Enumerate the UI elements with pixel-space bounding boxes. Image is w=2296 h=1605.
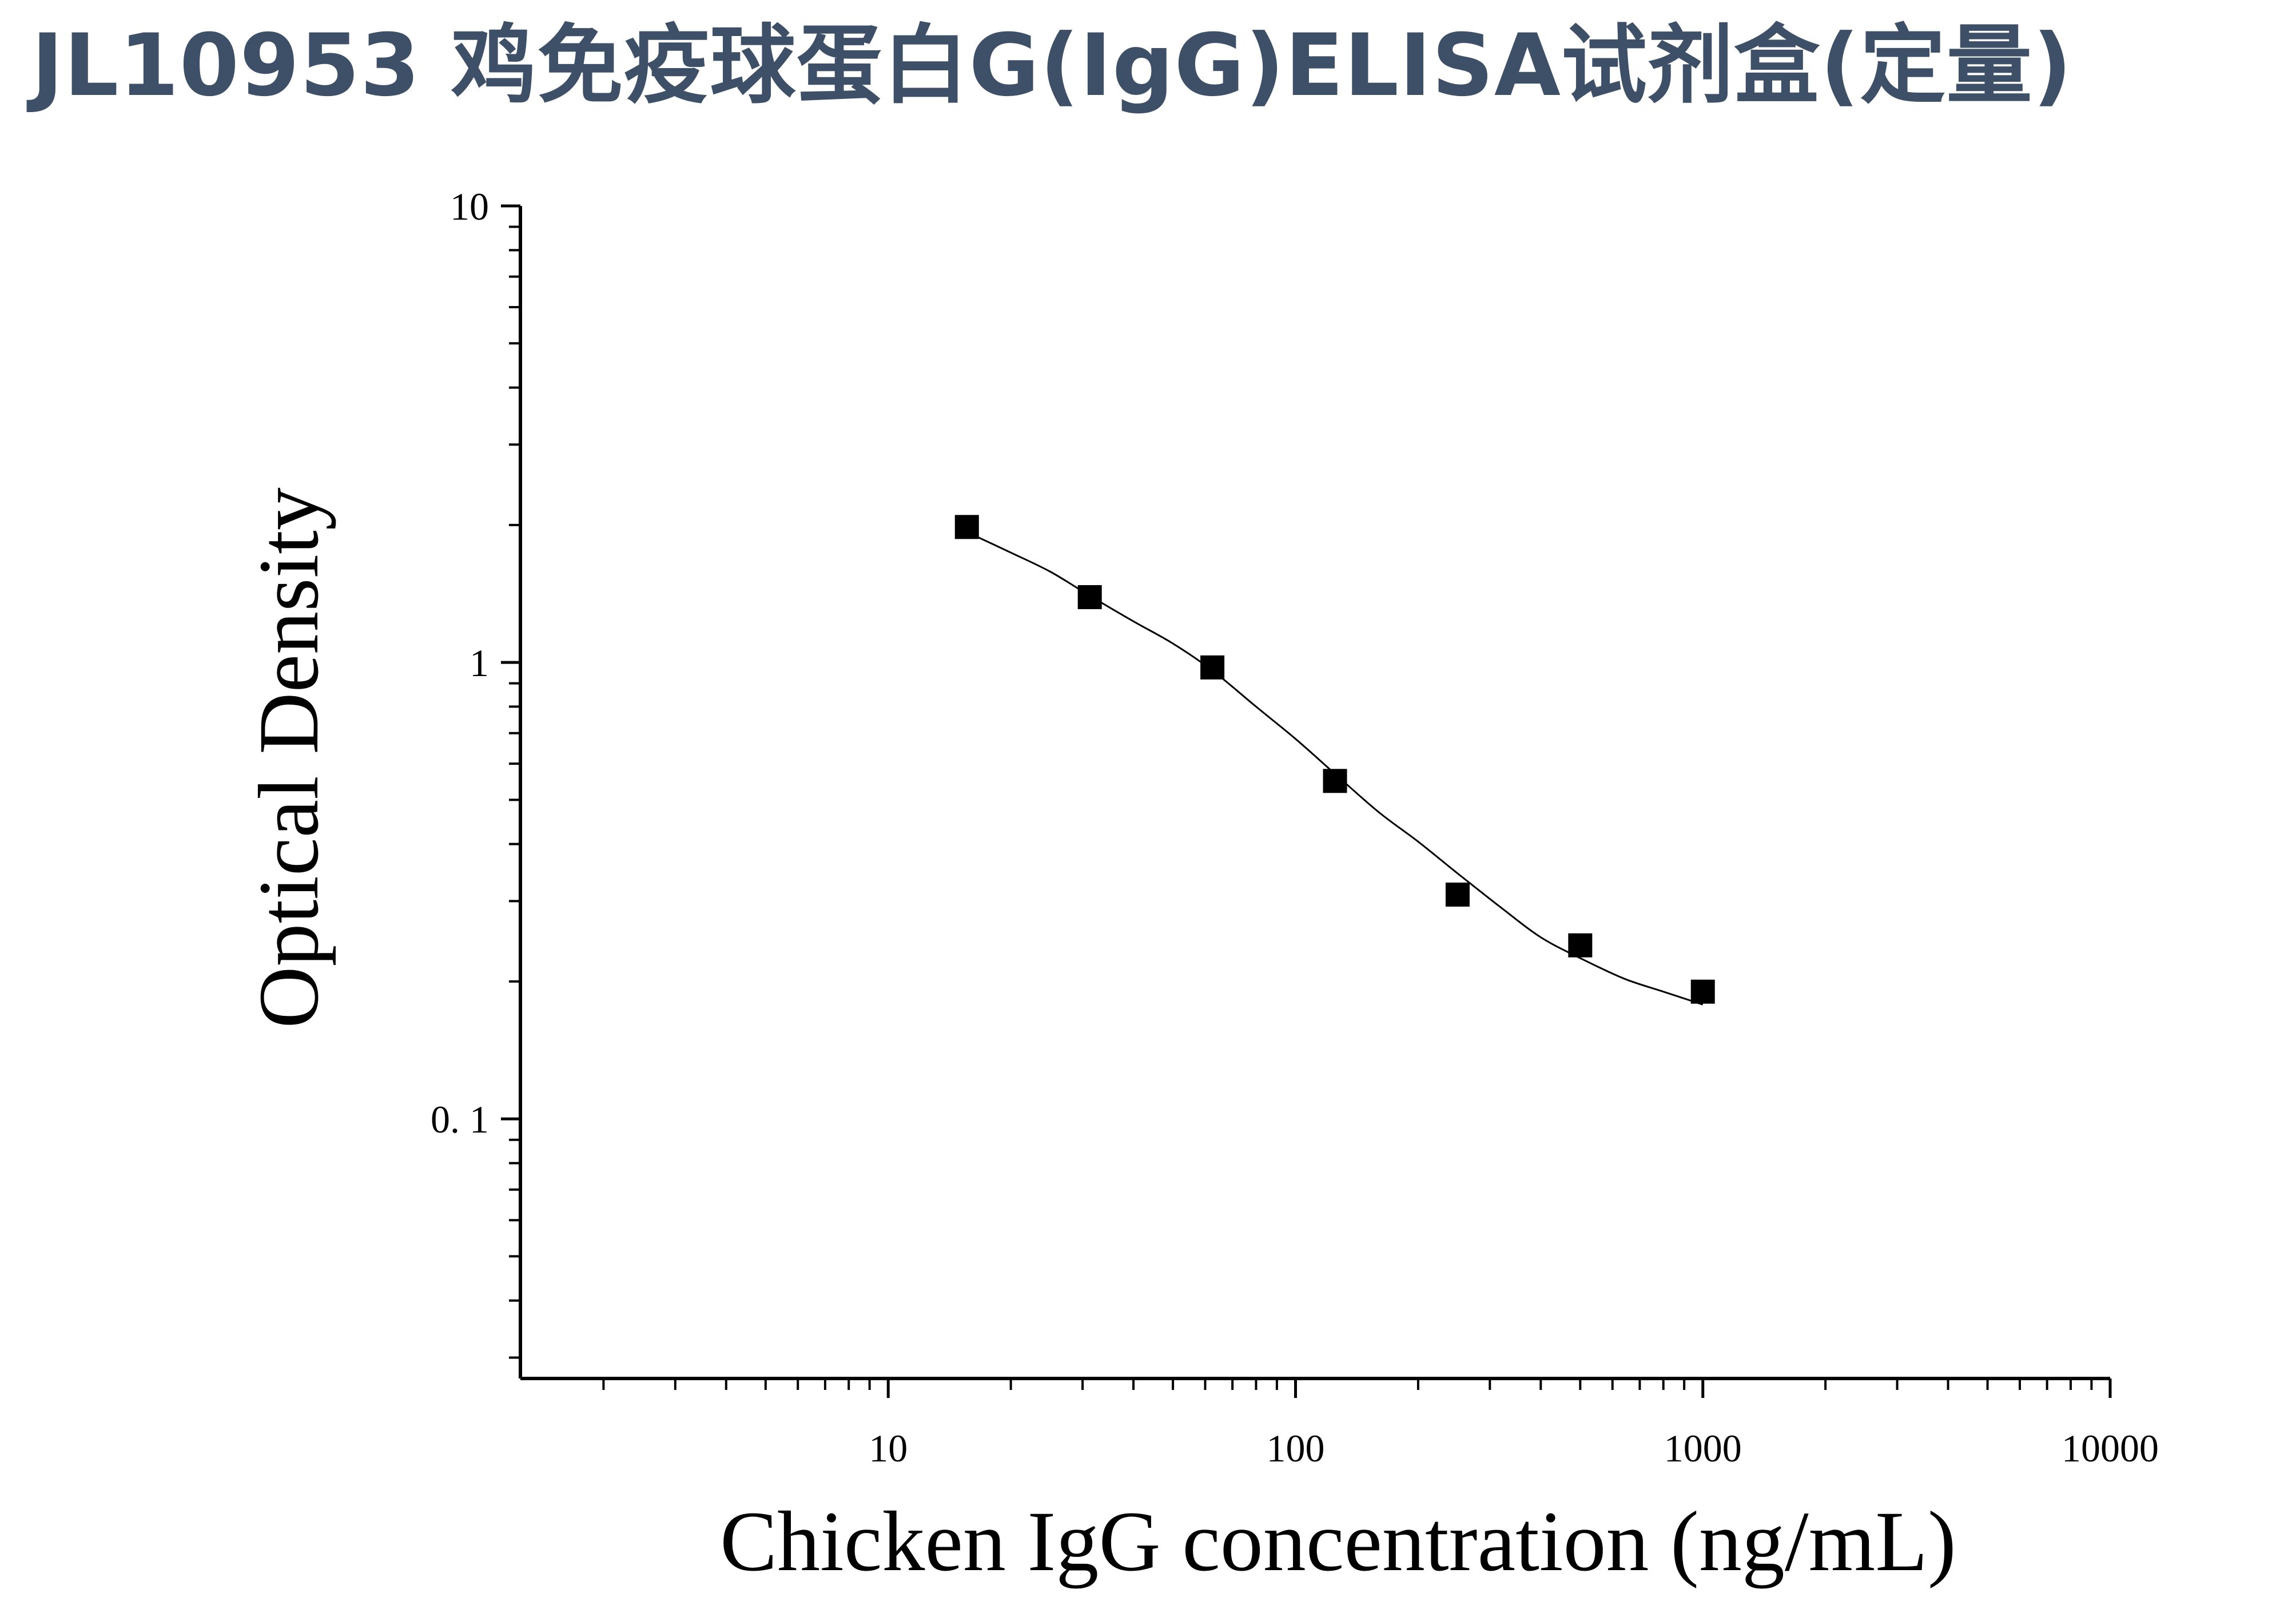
y-tick-label: 0. 1: [431, 1098, 489, 1141]
data-points-layer: [954, 515, 1715, 1004]
fit-curve-layer: [966, 531, 1704, 1006]
data-point: [1077, 585, 1102, 609]
y-tick-label: 1: [469, 641, 489, 685]
fit-curve: [966, 531, 1704, 1006]
x-tick-label: 100: [1266, 1427, 1324, 1470]
y-axis-label: Optical Density: [241, 487, 336, 1028]
data-point: [1323, 769, 1347, 793]
x-tick-label: 1000: [1664, 1427, 1742, 1470]
x-axis-label: Chicken IgG concentration (ng/mL): [720, 1494, 1956, 1589]
data-point: [1200, 655, 1225, 680]
data-point: [1445, 883, 1470, 907]
page-title: JL10953 鸡免疫球蛋白G(IgG)ELISA试剂盒(定量): [31, 16, 2073, 116]
data-point: [954, 515, 979, 539]
x-tick-label: 10: [869, 1427, 908, 1470]
x-tick-label: 10000: [2062, 1427, 2159, 1470]
data-point: [1690, 979, 1715, 1004]
axes: 10 100 1000 10000 10 1 0. 1: [431, 185, 2159, 1470]
data-point: [1568, 933, 1593, 958]
y-tick-label: 10: [450, 185, 489, 228]
